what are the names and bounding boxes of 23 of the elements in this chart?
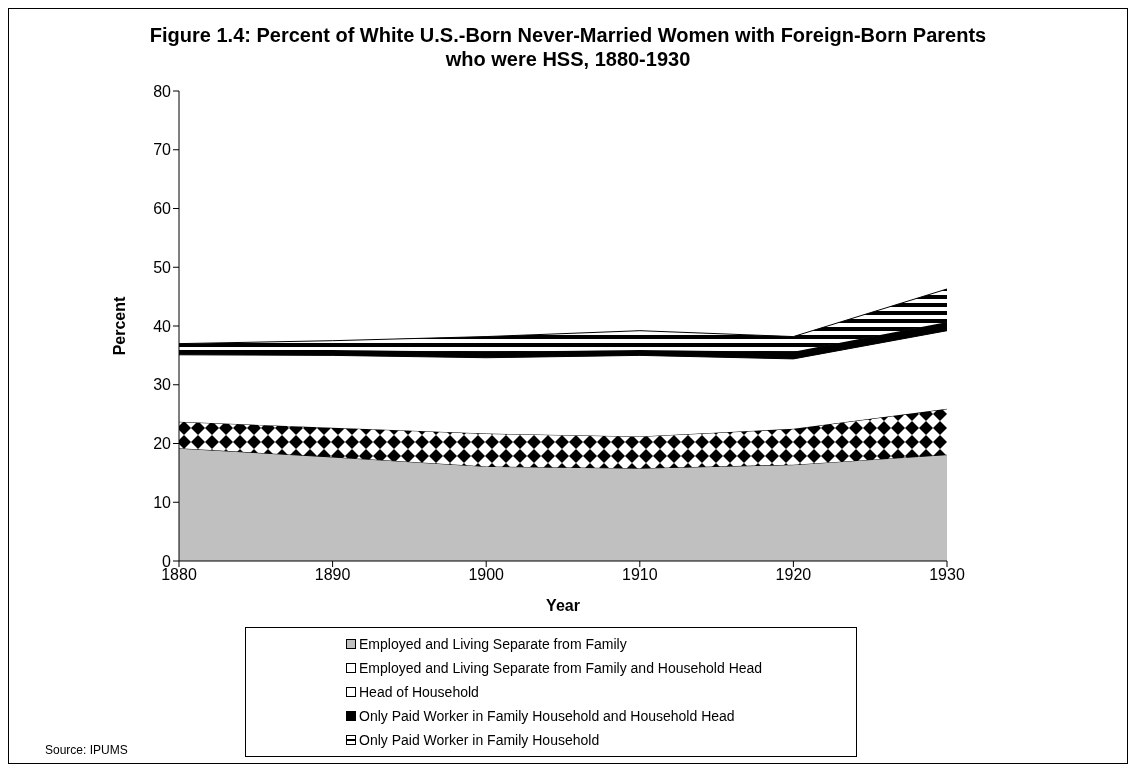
y-tick-label: 80 — [153, 82, 172, 100]
x-axis-title: Year — [546, 597, 580, 614]
y-tick-label: 40 — [153, 317, 172, 335]
legend-label: Only Paid Worker in Family Household — [359, 732, 600, 748]
legend-label: Employed and Living Separate from Family — [359, 636, 627, 652]
y-tick-label: 50 — [153, 258, 172, 276]
x-tick-label: 1900 — [468, 566, 505, 584]
y-tick-label: 70 — [153, 141, 172, 159]
y-tick-label: 30 — [153, 376, 172, 394]
x-tick-label: 1930 — [929, 566, 965, 584]
y-tick-label: 60 — [153, 200, 172, 218]
y-tick-label: 20 — [153, 435, 172, 453]
legend-label: Head of Household — [359, 684, 479, 700]
x-tick-label: 1880 — [161, 566, 197, 584]
chart-title: Figure 1.4: Percent of White U.S.-Born Never-Married Women with Foreign-Born Parents who were HSS, 1880-1930 — [148, 23, 988, 71]
x-tick-label: 1910 — [622, 566, 658, 584]
x-tick-label: 1890 — [314, 566, 351, 584]
legend-label: Only Paid Worker in Family Household and Household Head — [359, 708, 735, 724]
x-tick-label: 1920 — [775, 566, 812, 584]
source-note: Source: IPUMS — [45, 743, 128, 757]
y-tick-label: 10 — [153, 493, 172, 511]
legend-label: Employed and Living Separate from Family and Household Head — [359, 660, 763, 676]
y-axis-title: Percent — [110, 295, 128, 356]
